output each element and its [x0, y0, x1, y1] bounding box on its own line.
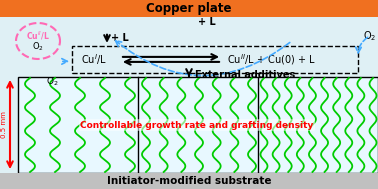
Text: + L: + L	[198, 17, 216, 27]
Bar	[0, 17, 378, 77]
Bar	[0, 0, 378, 17]
Text: Cu$^{II}$/L: Cu$^{II}$/L	[26, 30, 50, 42]
Bar	[18, 77, 378, 173]
Text: O$_2$: O$_2$	[46, 75, 59, 88]
Text: O$_2$: O$_2$	[32, 41, 44, 53]
Text: 0.5 mm: 0.5 mm	[1, 112, 7, 138]
Text: Cu$^{I}$/L: Cu$^{I}$/L	[81, 52, 107, 67]
Text: Cu$^{II}$/L + Cu(0) + L: Cu$^{II}$/L + Cu(0) + L	[228, 52, 316, 67]
Bar	[0, 173, 378, 189]
Text: Controllable growth rate and grafting density: Controllable growth rate and grafting de…	[80, 121, 314, 129]
Text: External additives: External additives	[195, 70, 295, 80]
Text: O$_2$: O$_2$	[363, 29, 376, 43]
Text: Copper plate: Copper plate	[146, 2, 232, 15]
Text: + L: + L	[111, 33, 129, 43]
Text: Initiator-modified substrate: Initiator-modified substrate	[107, 176, 271, 186]
